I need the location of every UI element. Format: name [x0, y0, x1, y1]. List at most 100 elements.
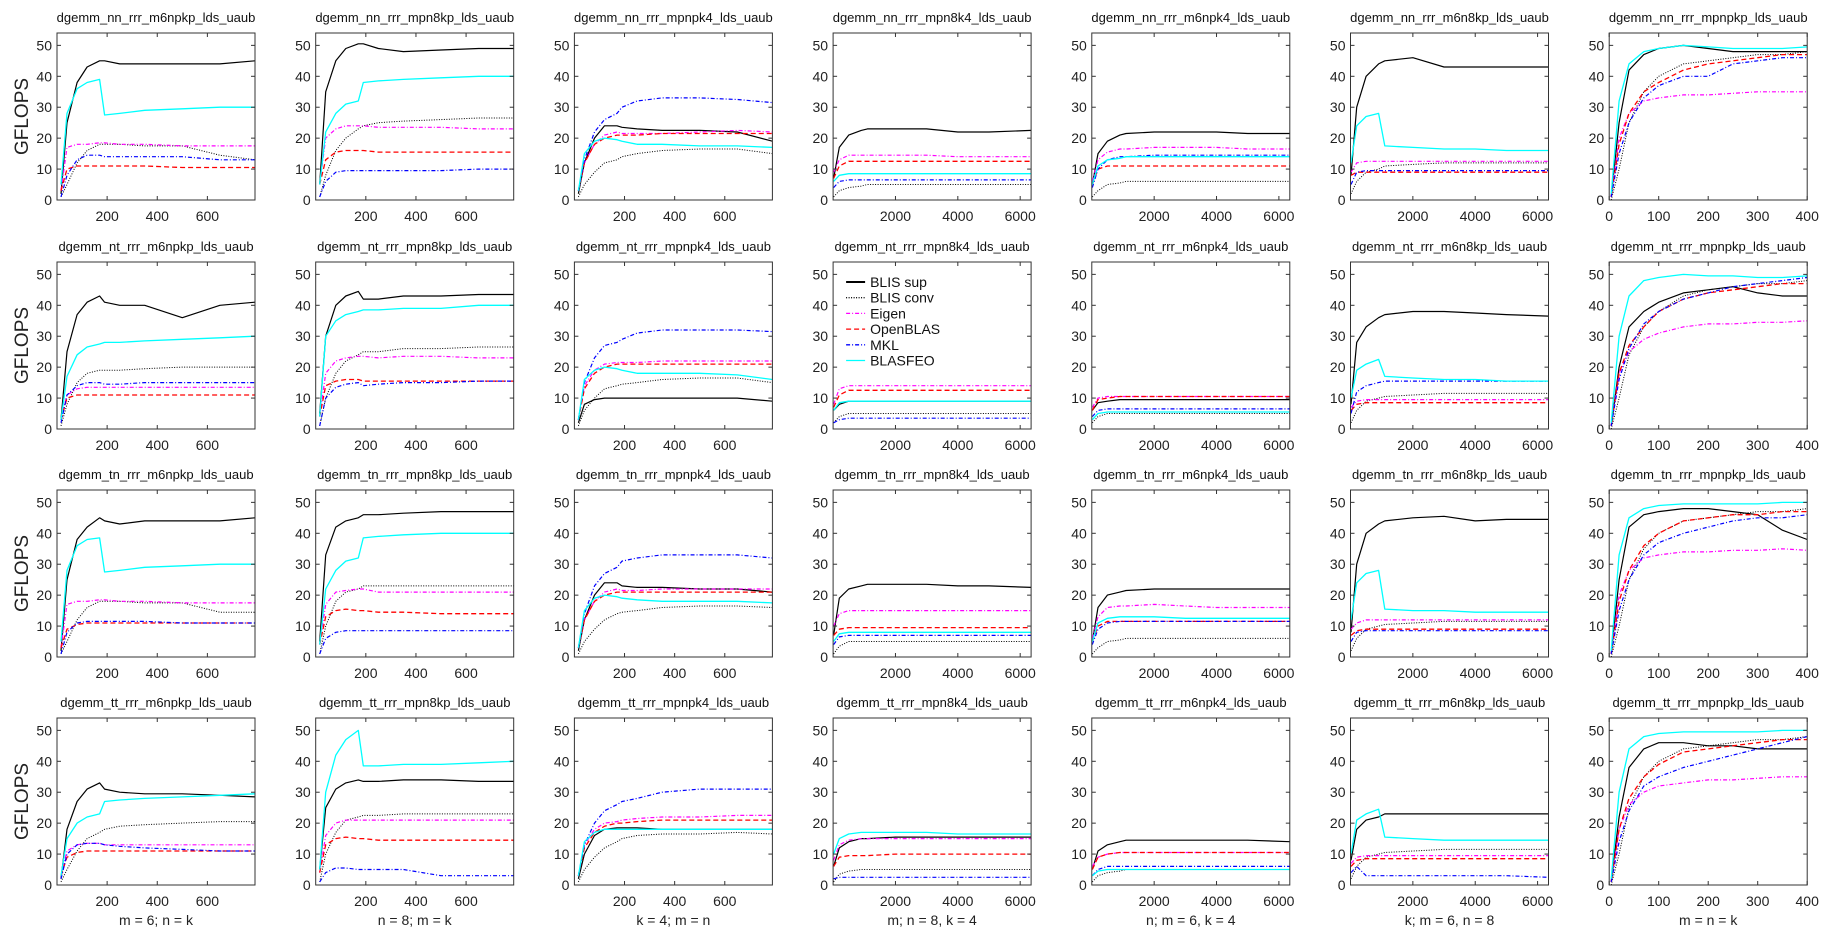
series-line-blis-conv	[60, 143, 255, 198]
series-line-blis-conv	[1091, 637, 1290, 655]
series-line-blis-conv	[833, 184, 1032, 198]
y-tick-label: 20	[295, 359, 311, 375]
series-line-openblas	[1091, 165, 1290, 185]
x-axis-label: n; m = 6, k = 4	[1146, 912, 1236, 928]
x-tick-label: 400	[1796, 665, 1820, 681]
y-tick-label: 30	[813, 784, 829, 800]
series-line-blis-sup	[833, 128, 1032, 179]
axes-frame	[573, 717, 773, 886]
x-tick-label: 2000	[1397, 893, 1428, 909]
axes-frame	[1350, 717, 1549, 886]
x-tick-label: 400	[663, 665, 687, 681]
y-tick-label: 10	[1071, 618, 1087, 634]
series-line-mkl	[1350, 380, 1549, 414]
series-line-blis-sup	[1350, 515, 1549, 633]
y-tick-label: 20	[1330, 130, 1346, 146]
series-line-blis-sup	[60, 517, 255, 651]
x-tick-label: 6000	[1522, 893, 1553, 909]
x-axis-label: n = 8; m = k	[378, 912, 453, 928]
series-line-blasfeo	[319, 729, 514, 870]
subplot-title: dgemm_nn_rrr_m6npkp_lds_uaub	[57, 10, 256, 25]
subplot-title: dgemm_tt_rrr_m6n8kp_lds_uaub	[1354, 695, 1546, 710]
y-tick-label: 40	[813, 753, 829, 769]
x-tick-label: 600	[196, 665, 220, 681]
x-tick-label: 6000	[1263, 893, 1294, 909]
y-tick-label: 20	[554, 587, 570, 603]
x-tick-label: 200	[354, 665, 378, 681]
series-line-blis-sup	[1350, 310, 1549, 405]
series-line-eigen	[1610, 320, 1808, 426]
series-line-blasfeo	[319, 532, 514, 645]
series-line-openblas	[577, 132, 773, 191]
series-line-eigen	[1610, 776, 1808, 882]
series-group	[1610, 501, 1808, 657]
y-tick-label: 50	[295, 37, 311, 53]
subplot-dgemm-nn-rrr-mpn8k4-lds-uaub: dgemm_nn_rrr_mpn8k4_lds_uaub 0 10 20 30 40 50 2…	[813, 10, 1036, 224]
series-line-blis-conv	[577, 605, 773, 655]
x-axis-label: m; n = 8, k = 4	[887, 912, 977, 928]
axes-frame	[1608, 489, 1808, 658]
series-line-blis-sup	[833, 400, 1032, 411]
series-line-openblas	[1610, 282, 1808, 426]
x-tick-label: 300	[1746, 208, 1770, 224]
series-line-mkl	[577, 788, 773, 876]
y-tick-label: 30	[1071, 99, 1087, 115]
y-tick-label: 40	[1330, 68, 1346, 84]
y-tick-label: 0	[1338, 192, 1346, 208]
y-tick-label: 10	[554, 390, 570, 406]
y-tick-label: 40	[1071, 297, 1087, 313]
series-line-blis-conv	[1610, 508, 1808, 657]
x-tick-label: 200	[95, 665, 119, 681]
series-group	[833, 385, 1032, 424]
series-group	[319, 290, 514, 427]
x-tick-label: 2000	[1397, 437, 1428, 453]
y-tick-label: 30	[1071, 784, 1087, 800]
axes-frame	[1608, 717, 1808, 886]
y-tick-label: 10	[36, 161, 52, 177]
x-tick-label: 2000	[880, 437, 911, 453]
series-line-mkl	[1610, 276, 1808, 427]
subplot-dgemm-nt-rrr-m6npk4-lds-uaub: dgemm_nt_rrr_m6npk4_lds_uaub 0 10 20 30 40 50 2…	[1071, 239, 1294, 453]
x-tick-label: 4000	[1201, 893, 1232, 909]
y-tick-label: 40	[36, 297, 52, 313]
x-tick-label: 400	[146, 665, 170, 681]
subplot-dgemm-tn-rrr-mpnpkp-lds-uaub: dgemm_tn_rrr_mpnpkp_lds_uaub 0 10 20 30 40 50 0…	[1589, 467, 1819, 681]
axes-frame	[1608, 261, 1808, 430]
y-tick-label: 20	[1330, 587, 1346, 603]
axes-frame	[1091, 261, 1291, 430]
series-line-blis-conv	[1091, 413, 1290, 424]
series-group	[1350, 515, 1549, 652]
x-tick-label: 4000	[942, 893, 973, 909]
y-tick-label: 50	[1330, 494, 1346, 510]
series-line-mkl	[60, 842, 255, 879]
y-tick-label: 0	[820, 421, 828, 437]
axes-frame	[573, 32, 773, 201]
x-tick-label: 200	[354, 437, 378, 453]
subplot-dgemm-nn-rrr-m6n8kp-lds-uaub: dgemm_nn_rrr_m6n8kp_lds_uaub 0 10 20 30 40 50 2…	[1330, 10, 1553, 224]
axes-frame	[832, 717, 1032, 886]
series-line-blasfeo	[1610, 44, 1808, 194]
y-tick-label: 40	[295, 753, 311, 769]
series-line-blis-sup	[1350, 57, 1549, 176]
y-tick-label: 30	[295, 328, 311, 344]
x-tick-label: 600	[454, 893, 478, 909]
series-line-mkl	[60, 382, 255, 423]
series-group	[1091, 131, 1290, 198]
series-line-eigen	[319, 355, 514, 417]
subplot-dgemm-nt-rrr-m6n8kp-lds-uaub: dgemm_nt_rrr_m6n8kp_lds_uaub 0 10 20 30 40 50 2…	[1330, 239, 1553, 453]
y-tick-label: 20	[1071, 587, 1087, 603]
x-tick-label: 2000	[1139, 437, 1170, 453]
y-tick-label: 10	[813, 618, 829, 634]
series-line-blis-sup	[577, 827, 773, 879]
axes-frame	[1608, 32, 1808, 201]
y-tick-label: 30	[1589, 556, 1605, 572]
x-tick-label: 100	[1647, 208, 1671, 224]
x-tick-label: 200	[1697, 893, 1721, 909]
series-line-eigen	[1610, 91, 1808, 197]
y-tick-label: 10	[36, 390, 52, 406]
y-tick-label: 40	[1330, 525, 1346, 541]
series-line-eigen	[1610, 548, 1808, 654]
series-line-blis-sup	[60, 295, 255, 420]
x-tick-label: 200	[354, 893, 378, 909]
x-tick-label: 6000	[1522, 208, 1553, 224]
